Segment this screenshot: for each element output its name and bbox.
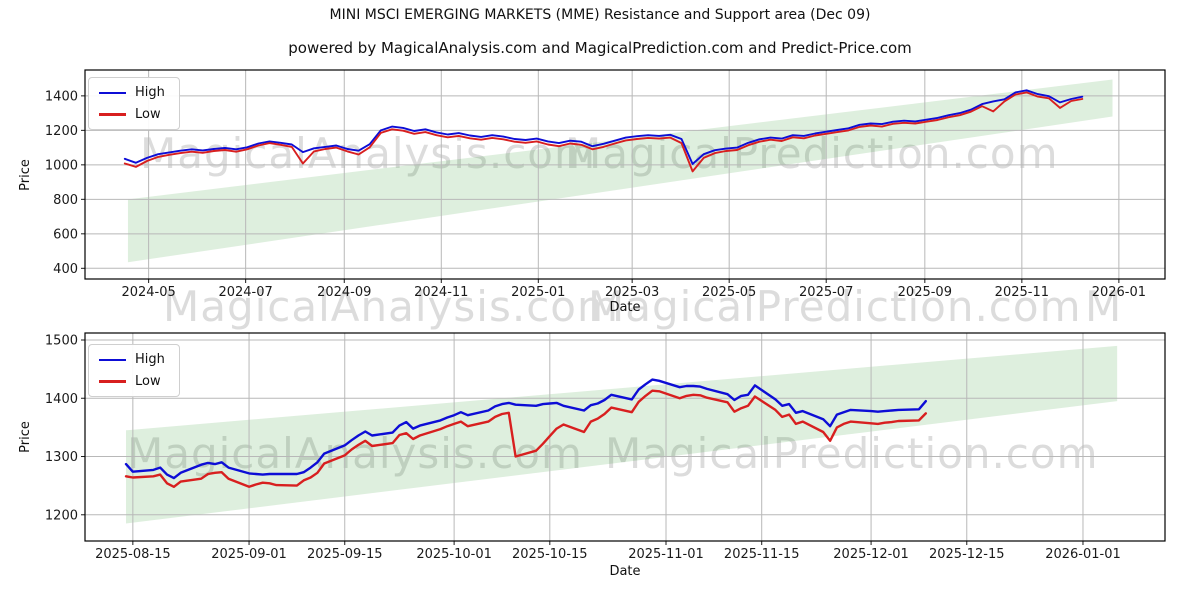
y-tick-label: 1200 <box>45 124 78 139</box>
high-line <box>124 378 927 480</box>
low-line <box>124 389 927 488</box>
chart-title: MINI MSCI EMERGING MARKETS (MME) Resista… <box>329 7 871 23</box>
legend-high-label: High <box>135 352 165 367</box>
legend-low-label: Low <box>135 373 161 389</box>
legend-low-row: Low <box>99 373 165 389</box>
x-tick-label: 2025-03 <box>605 285 659 300</box>
low-line <box>123 91 1084 173</box>
top-chart: 2024-05 2024-07 2024-09 2024-11 2025-01 2025-… <box>45 69 1166 300</box>
legend-low-row: Low <box>99 106 165 122</box>
plot-border <box>84 69 1166 280</box>
legend-low-label: Low <box>135 106 161 122</box>
x-tick-label: 2026-01 <box>1092 285 1146 300</box>
bottom-legend: High Low <box>88 344 180 398</box>
high-line-swatch <box>99 91 126 95</box>
y-tick-label: 1300 <box>45 450 78 465</box>
watermark-text: MagicalPrediction.com <box>565 133 1059 175</box>
x-tick-label: 2026-01-01 <box>1045 547 1121 562</box>
x-tick-label: 2025-01 <box>511 285 565 300</box>
x-tick-label: 2024-11 <box>414 285 468 300</box>
watermark-text: MagicalPrediction.com <box>588 282 1082 331</box>
bottom-chart: 2025-08-15 2025-09-01 2025-09-15 2025-10-01… <box>45 332 1166 562</box>
x-tick-label: 2025-11 <box>995 285 1049 300</box>
y-tick-label: 1400 <box>45 392 78 407</box>
x-tick-label: 2025-09-01 <box>211 547 287 562</box>
x-tick-label: 2025-12-15 <box>929 547 1005 562</box>
x-tick-label: 2025-05 <box>702 285 756 300</box>
top-date-axis-label: Date <box>609 300 641 315</box>
y-tick-label: 600 <box>53 227 78 242</box>
watermark-text: MagicalAnalysis.com <box>163 282 619 331</box>
legend-high-row: High <box>99 353 165 367</box>
top-legend: High Low <box>88 77 180 131</box>
top-price-axis-label: Price <box>18 159 33 191</box>
y-tick-label: 800 <box>53 193 78 208</box>
x-tick-label: 2025-11-01 <box>628 547 704 562</box>
x-tick-label: 2025-10-15 <box>512 547 588 562</box>
low-line-swatch <box>99 113 126 116</box>
legend-high-label: High <box>135 85 165 100</box>
x-tick-label: 2025-11-15 <box>724 547 800 562</box>
plot-border <box>84 332 1166 542</box>
y-tick-label: 400 <box>53 262 78 277</box>
chart-subtitle: powered by MagicalAnalysis.com and Magic… <box>288 39 912 57</box>
high-line-swatch <box>99 358 126 362</box>
y-tick-label: 1500 <box>45 333 78 348</box>
x-tick-label: 2024-05 <box>121 285 175 300</box>
legend-high-row: High <box>99 86 165 100</box>
x-tick-label: 2025-12-01 <box>833 547 909 562</box>
y-tick-label: 1200 <box>45 508 78 523</box>
x-tick-label: 2024-09 <box>317 285 371 300</box>
bottom-date-axis-label: Date <box>609 564 641 579</box>
x-tick-label: 2025-08-15 <box>95 547 171 562</box>
y-tick-label: 1000 <box>45 158 78 173</box>
x-tick-label: 2025-07 <box>799 285 853 300</box>
x-tick-label: 2025-09 <box>898 285 952 300</box>
watermark-text: MagicalPrediction.com <box>605 429 1099 478</box>
x-tick-label: 2024-07 <box>218 285 272 300</box>
x-tick-label: 2025-10-01 <box>416 547 492 562</box>
support-resistance-band <box>126 345 1118 524</box>
support-resistance-band <box>127 79 1113 263</box>
high-line <box>123 89 1084 165</box>
y-tick-label: 1400 <box>45 89 78 104</box>
watermark-text: M <box>1085 282 1123 331</box>
bottom-price-axis-label: Price <box>18 421 33 453</box>
low-line-swatch <box>99 380 126 383</box>
x-tick-label: 2025-09-15 <box>307 547 383 562</box>
